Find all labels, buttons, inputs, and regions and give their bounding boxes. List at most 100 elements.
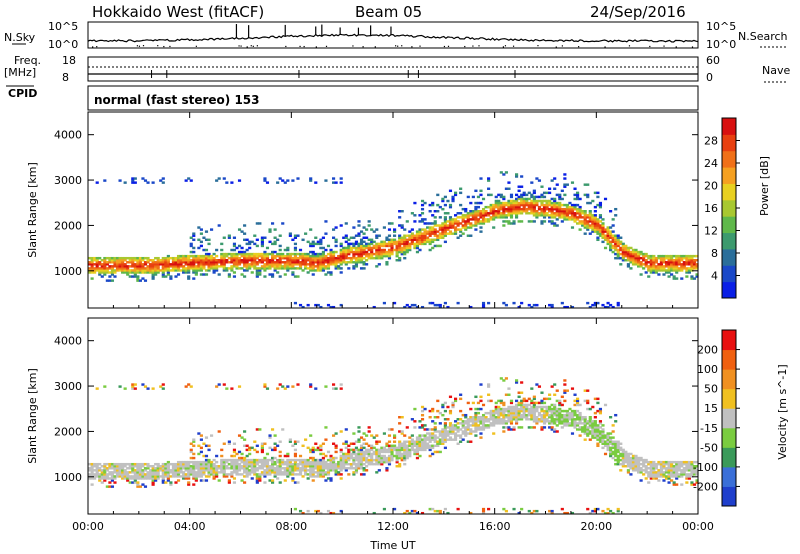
power-cell xyxy=(354,265,359,268)
velocity-cell xyxy=(509,411,514,415)
power-cell xyxy=(530,220,534,223)
velocity-cell xyxy=(540,428,544,431)
nsearch-dot xyxy=(472,45,474,47)
velocity-cell xyxy=(393,444,397,448)
power-cell xyxy=(664,269,669,272)
power-cell xyxy=(339,271,343,274)
power-cell xyxy=(540,222,544,225)
nsearch-dot xyxy=(537,45,539,47)
velocity-cell xyxy=(525,403,529,407)
velocity-cell xyxy=(443,428,447,431)
velocity-cell xyxy=(321,462,325,466)
power-cell xyxy=(637,261,641,264)
power-cell xyxy=(210,256,214,260)
velocity-cell xyxy=(210,469,214,472)
power-cell xyxy=(670,259,674,262)
power-cell xyxy=(232,244,237,248)
velocity-cell xyxy=(619,469,623,472)
power-cell xyxy=(131,261,135,264)
velocity-cell xyxy=(398,416,402,419)
velocity-cell xyxy=(403,442,407,445)
power-cell xyxy=(609,248,613,252)
velocity-cell xyxy=(469,428,473,431)
velocity-cell xyxy=(194,460,198,464)
power-cell xyxy=(334,238,338,242)
velocity-cell xyxy=(217,471,221,474)
velocity-cell xyxy=(448,411,453,415)
velocity-cell xyxy=(611,442,615,445)
power-cell xyxy=(601,228,605,231)
velocity-cell xyxy=(357,467,361,470)
power-cell xyxy=(393,230,397,233)
velocity-cell xyxy=(151,465,155,468)
power-cell xyxy=(568,201,572,205)
velocity-cell xyxy=(276,469,280,472)
velocity-cell xyxy=(573,418,577,421)
velocity-cell xyxy=(291,477,295,480)
power-cell xyxy=(347,242,351,246)
velocity-cell xyxy=(207,462,211,466)
power-cell xyxy=(143,179,148,182)
velocity-cell xyxy=(243,444,247,448)
nsearch-tick-top: 10^5 xyxy=(706,20,736,33)
velocity-cell xyxy=(339,462,343,466)
velocity-cell xyxy=(479,426,483,429)
velocity-cell xyxy=(349,462,353,466)
velocity-cell xyxy=(141,469,145,472)
velocity-cell xyxy=(420,434,425,437)
freq-tick-top: 18 xyxy=(62,54,76,67)
power-cell xyxy=(298,248,303,252)
velocity-cell xyxy=(288,458,292,462)
power-cell xyxy=(484,214,488,217)
power-cell xyxy=(474,220,478,223)
velocity-cell xyxy=(420,448,425,452)
velocity-cell xyxy=(603,434,608,437)
velocity-cell xyxy=(598,430,603,433)
power-cell xyxy=(171,267,176,270)
velocity-cell xyxy=(677,473,681,476)
velocity-cell xyxy=(359,465,364,468)
velocity-cell xyxy=(194,462,198,466)
velocity-cell xyxy=(537,405,542,409)
freq-panel-frame xyxy=(87,56,699,82)
power-cell xyxy=(375,242,379,246)
velocity-cell xyxy=(227,462,231,466)
velocity-cell xyxy=(281,460,285,464)
velocity-cell xyxy=(344,460,348,464)
power-cell xyxy=(515,175,519,178)
power-cell xyxy=(525,193,529,197)
velocity-cell xyxy=(154,475,158,478)
velocity-cell xyxy=(558,401,562,405)
power-colorbar-tick-label: 24 xyxy=(704,157,718,170)
power-cell xyxy=(558,193,562,197)
velocity-cell xyxy=(387,458,392,462)
velocity-cell xyxy=(149,475,153,478)
power-cell xyxy=(527,220,531,223)
velocity-cell xyxy=(207,448,211,452)
velocity-cell xyxy=(515,403,519,407)
power-cell xyxy=(596,238,600,242)
velocity-cell xyxy=(133,469,137,472)
power-cell xyxy=(598,220,603,223)
power-cell xyxy=(398,234,402,237)
power-cell xyxy=(227,234,231,237)
power-cell xyxy=(332,181,336,184)
velocity-cell xyxy=(515,416,519,419)
velocity-cell xyxy=(408,448,412,452)
power-cell xyxy=(459,191,463,195)
power-cell xyxy=(504,203,508,207)
velocity-cell xyxy=(98,477,102,480)
power-cell xyxy=(431,214,435,217)
power-cell xyxy=(403,234,407,237)
velocity-cell xyxy=(400,458,404,462)
velocity-cell xyxy=(115,471,120,474)
velocity-cell xyxy=(647,473,651,476)
velocity-cell xyxy=(431,420,435,423)
velocity-cell xyxy=(237,467,242,470)
power-cell xyxy=(426,238,430,242)
velocity-cell xyxy=(136,477,140,480)
power-cell xyxy=(332,261,336,264)
velocity-cell xyxy=(250,465,254,468)
velocity-cell xyxy=(349,452,353,456)
velocity-cell xyxy=(560,420,564,423)
